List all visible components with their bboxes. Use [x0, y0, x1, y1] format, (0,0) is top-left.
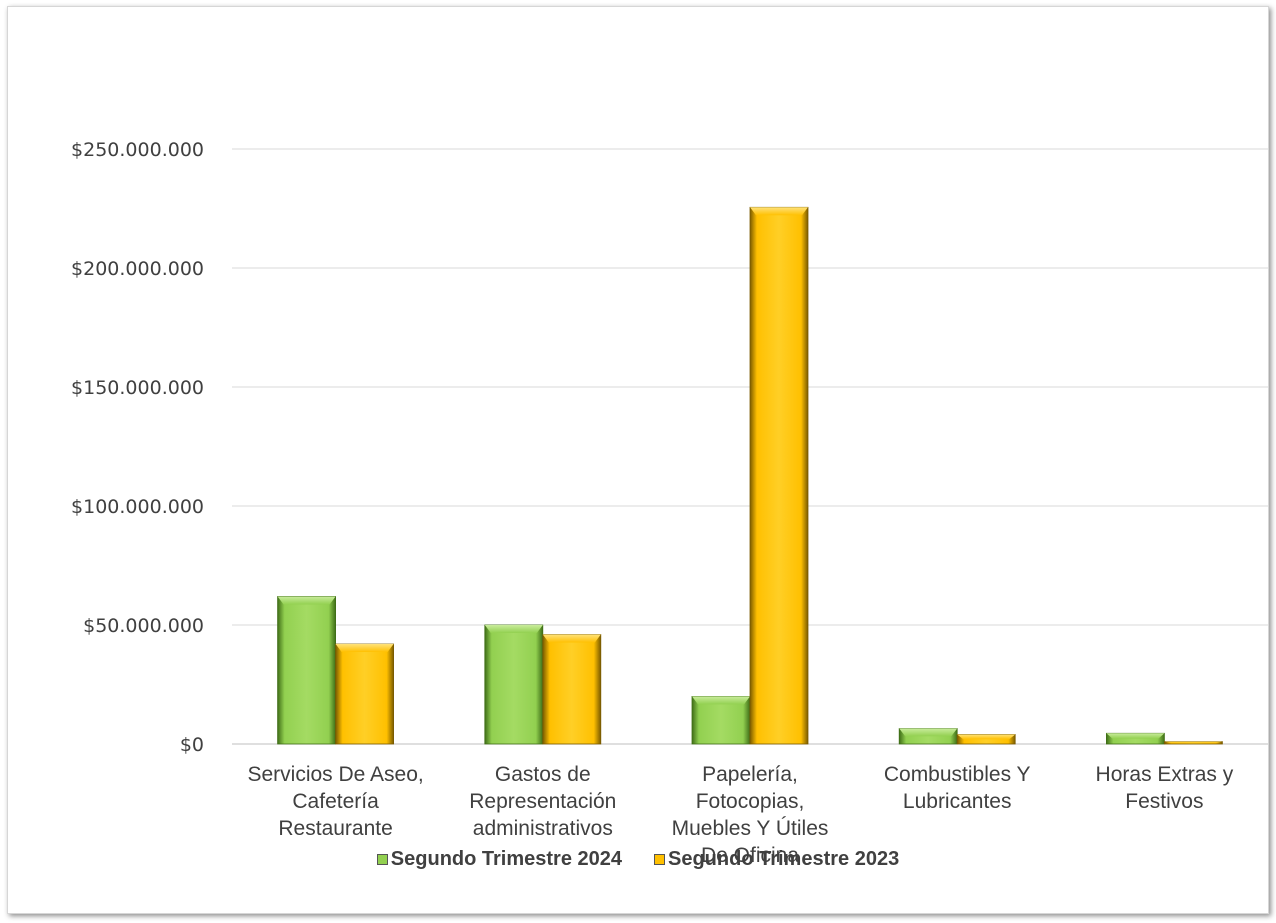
bar-cap — [1106, 733, 1164, 738]
x-category-label: Servicios De Aseo, Cafetería Restaurante — [247, 763, 423, 840]
bar-body — [485, 625, 543, 744]
x-category-label: Combustibles Y Lubricantes — [884, 763, 1031, 813]
legend-item-2024: Segundo Trimestre 2024 — [377, 848, 622, 871]
x-category-label: Horas Extras y Festivos — [1096, 763, 1234, 813]
bar — [750, 207, 808, 744]
bar-body — [336, 644, 394, 744]
bar-body — [278, 596, 336, 744]
legend: Segundo Trimestre 2024 Segundo Trimestre… — [0, 848, 1276, 871]
bar — [899, 729, 957, 744]
bar-cap — [1164, 742, 1222, 743]
bar-body — [750, 207, 808, 744]
bar — [1106, 733, 1164, 744]
bar-cap — [899, 729, 957, 737]
x-category-label-line: Horas Extras y — [1096, 763, 1234, 786]
bar-cap — [543, 635, 601, 643]
x-category-label-line: Lubricantes — [903, 790, 1012, 813]
x-category-label-line: Festivos — [1125, 790, 1203, 813]
y-axis-tick-labels: $0 $50.000.000 $100.000.000 $150.000.000 $20… — [71, 139, 204, 756]
y-tick-label: $200.000.000 — [71, 258, 204, 280]
y-tick-label: $250.000.000 — [71, 139, 204, 161]
bar-cap — [278, 596, 336, 604]
legend-label-2024: Segundo Trimestre 2024 — [391, 848, 622, 871]
bars — [278, 207, 1223, 744]
x-category-label-line: Cafetería — [292, 790, 379, 813]
bar — [336, 644, 394, 744]
bar — [485, 625, 543, 744]
legend-item-2023: Segundo Trimestre 2023 — [654, 848, 899, 871]
x-category-label: Gastos de Representación administrativos — [469, 763, 616, 840]
x-category-label-line: administrativos — [473, 817, 613, 840]
x-category-label-line: Papelería, — [702, 763, 798, 786]
bar-cap — [750, 207, 808, 215]
x-category-label-line: Representación — [469, 790, 616, 813]
y-tick-label: $50.000.000 — [83, 615, 204, 637]
bar — [543, 635, 601, 744]
legend-swatch-2024 — [377, 854, 388, 865]
bar — [692, 696, 750, 744]
bar-cap — [336, 644, 394, 652]
bar-cap — [957, 734, 1015, 739]
bar-body — [543, 635, 601, 744]
x-category-label-line: Gastos de — [495, 763, 591, 786]
legend-swatch-2023 — [654, 854, 665, 865]
x-category-label-line: Muebles Y Útiles — [672, 817, 829, 840]
bar — [1164, 742, 1222, 744]
bar — [957, 734, 1015, 744]
legend-label-2023: Segundo Trimestre 2023 — [668, 848, 899, 871]
y-tick-label: $150.000.000 — [71, 377, 204, 399]
x-category-label-line: Restaurante — [278, 817, 392, 840]
bar-cap — [485, 625, 543, 633]
x-category-label-line: Servicios De Aseo, — [247, 763, 423, 786]
bar-cap — [692, 696, 750, 704]
x-category-label-line: Fotocopias, — [696, 790, 805, 813]
x-category-label-line: Combustibles Y — [884, 763, 1031, 786]
y-tick-label: $100.000.000 — [71, 496, 204, 518]
bar — [278, 596, 336, 744]
y-tick-label: $0 — [180, 734, 204, 756]
